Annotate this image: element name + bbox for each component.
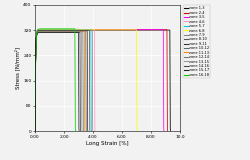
Legend: zone 1-3, zone 2-4, zone 3-5, zone 4-6, zone 5-7, zone 6-8, zone 7-9, zone 8-10,: zone 1-3, zone 2-4, zone 3-5, zone 4-6, … [183, 5, 210, 78]
Y-axis label: Stress [N/mm²]: Stress [N/mm²] [15, 47, 20, 89]
X-axis label: Long Strain [%]: Long Strain [%] [86, 141, 129, 146]
